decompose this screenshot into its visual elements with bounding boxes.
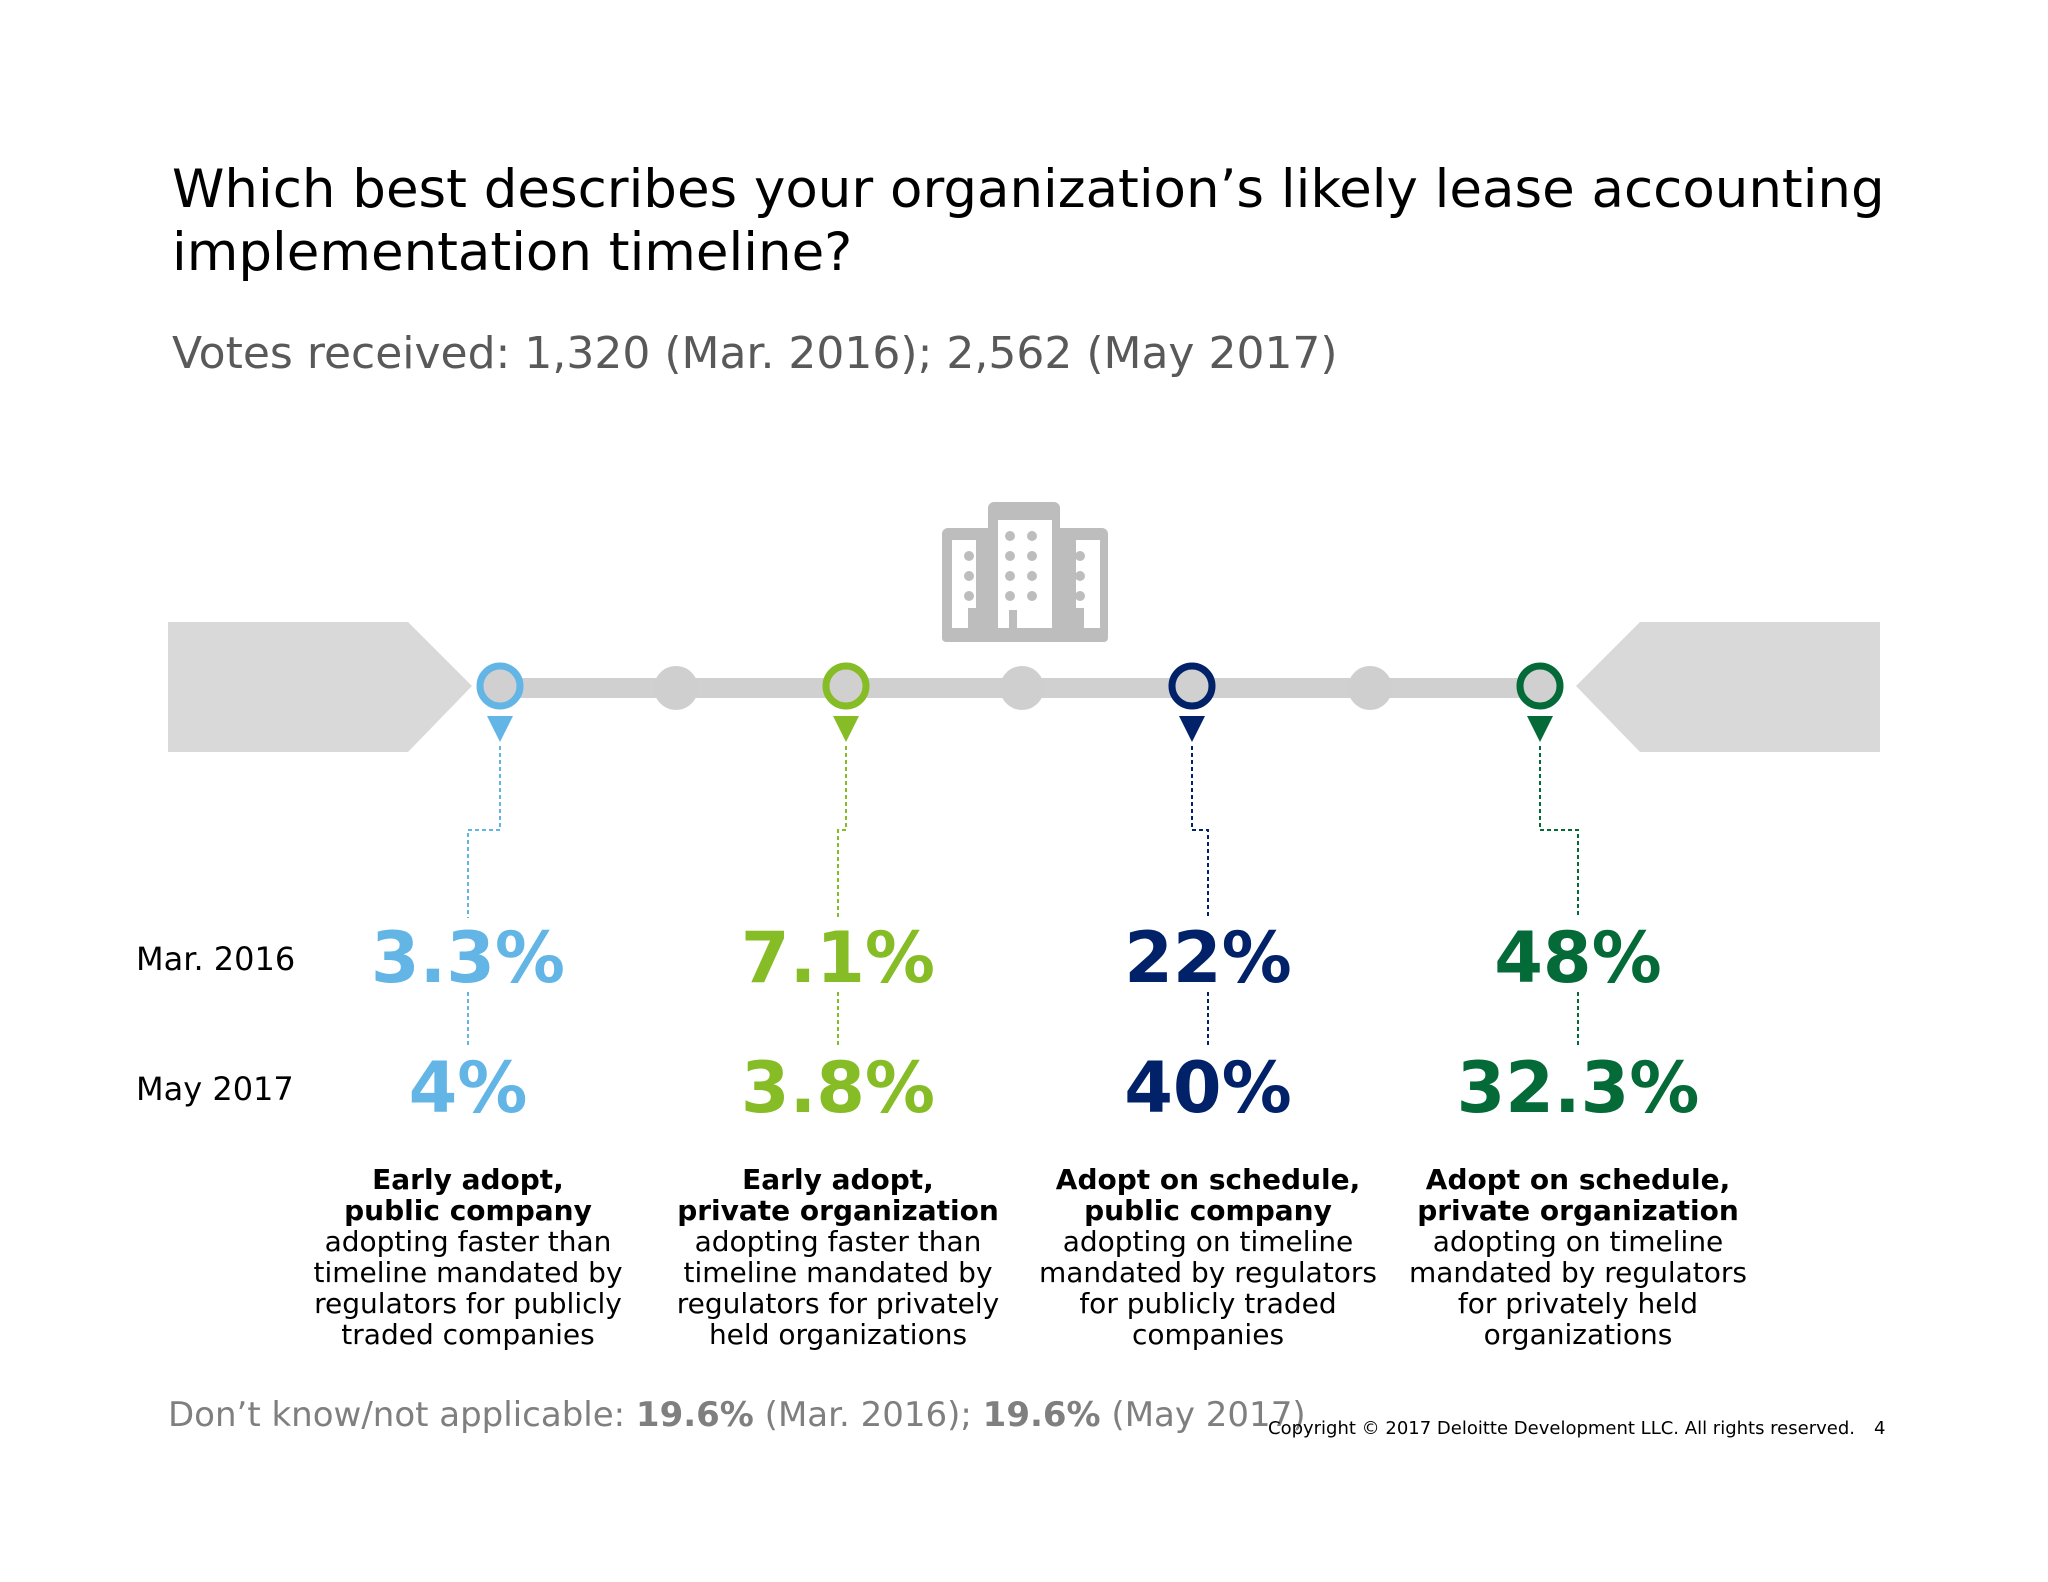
value-may-2017: 3.8% (740, 1047, 936, 1129)
timeline-marker-ring (822, 662, 870, 710)
copyright-notice: Copyright © 2017 Deloitte Development LL… (1268, 1418, 1855, 1439)
category-description-line: adopting faster than (324, 1225, 612, 1258)
category-heading: Adopt on schedule, (1055, 1163, 1361, 1196)
category-description-line: traded companies (341, 1318, 595, 1351)
category-description: Adopt on schedule, private organization ad… (1388, 1164, 1768, 1350)
connector-line (1539, 746, 1579, 918)
category-description-line: timeline mandated by (313, 1256, 623, 1289)
votes-subtitle: Votes received: 1,320 (Mar. 2016); 2,562… (172, 328, 1338, 379)
left-arrow-banner (168, 622, 472, 752)
category-heading: private organization (1417, 1194, 1739, 1227)
category-description-line: timeline mandated by (683, 1256, 993, 1289)
value-mar-2016: 7.1% (740, 917, 936, 999)
category-heading: Early adopt, (372, 1163, 564, 1196)
category-description: Early adopt, public company adopting faste… (278, 1164, 658, 1350)
category-description-line: mandated by regulators (1408, 1256, 1748, 1289)
timeline-marker-ring (1516, 662, 1564, 710)
footnote-mid: (Mar. 2016); (753, 1395, 983, 1435)
timeline-marker-pointer (487, 716, 513, 742)
category-heading: private organization (677, 1194, 999, 1227)
value-mar-2016: 22% (1124, 917, 1292, 999)
timeline-dot (1348, 666, 1392, 710)
building-icon (942, 502, 1108, 642)
category-heading: public company (344, 1194, 592, 1227)
footnote-suffix: (May 2017) (1100, 1395, 1306, 1435)
value-may-2017: 4% (408, 1047, 528, 1129)
category-description-line: for publicly traded (1079, 1287, 1337, 1320)
timeline-dot (654, 666, 698, 710)
row-label-may-2017: May 2017 (136, 1070, 294, 1108)
timeline-markers (467, 662, 1579, 1046)
category-heading: public company (1084, 1194, 1332, 1227)
value-may-2017: 40% (1124, 1047, 1292, 1129)
timeline-marker-ring (476, 662, 524, 710)
connector-line (467, 746, 501, 918)
category-description-line: companies (1131, 1318, 1285, 1351)
category-description: Adopt on schedule, public company adopting… (1018, 1164, 1398, 1350)
row-label-mar-2016: Mar. 2016 (136, 940, 296, 978)
category-description-line: adopting on timeline (1062, 1225, 1354, 1258)
category-description-line: adopting faster than (694, 1225, 982, 1258)
timeline-dot (1000, 666, 1044, 710)
category-description-line: organizations (1483, 1318, 1673, 1351)
footnote-value-mar-2016: 19.6% (635, 1395, 754, 1435)
category-description-line: adopting on timeline (1432, 1225, 1724, 1258)
page-title: Which best describes your organization’s… (172, 159, 1885, 283)
category-description-line: held organizations (708, 1318, 968, 1351)
category-description-line: for privately held (1457, 1287, 1699, 1320)
footnote-prefix: Don’t know/not applicable: (168, 1395, 636, 1435)
footnote-value-may-2017: 19.6% (982, 1395, 1101, 1435)
right-arrow-banner (1576, 622, 1880, 752)
category-heading: Early adopt, (742, 1163, 934, 1196)
category-heading: Adopt on schedule, (1425, 1163, 1731, 1196)
value-mar-2016: 3.3% (370, 917, 566, 999)
connector-line (1191, 746, 1209, 918)
timeline-marker-ring (1168, 662, 1216, 710)
category-description: Early adopt, private organization adopting… (648, 1164, 1028, 1350)
category-description-line: regulators for publicly (314, 1287, 622, 1320)
dont-know-footnote: Don’t know/not applicable: 19.6% (Mar. 2… (168, 1395, 1306, 1435)
timeline-marker-pointer (1179, 716, 1205, 742)
category-description-line: mandated by regulators (1038, 1256, 1378, 1289)
connector-line (837, 746, 847, 918)
value-may-2017: 32.3% (1456, 1047, 1700, 1129)
category-description-line: regulators for privately (676, 1287, 1000, 1320)
value-mar-2016: 48% (1494, 917, 1662, 999)
timeline-marker-pointer (1527, 716, 1553, 742)
timeline-marker-pointer (833, 716, 859, 742)
page-number: 4 (1874, 1418, 1886, 1439)
